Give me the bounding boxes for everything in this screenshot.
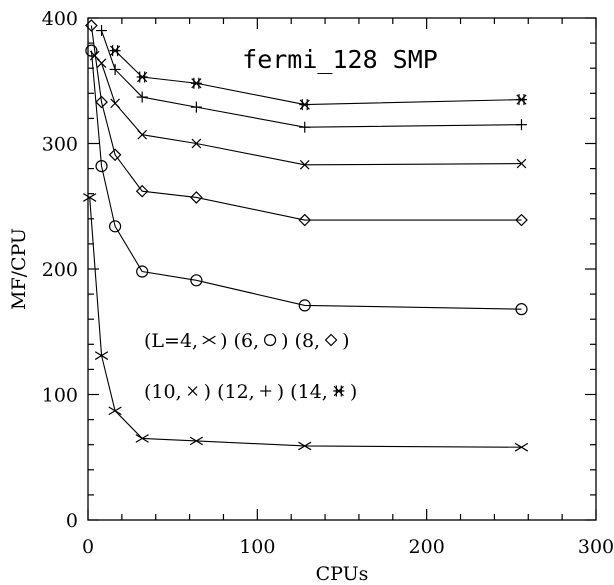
tick-labels: 0 100 200 300 0 100 200 300 400 [42, 8, 614, 558]
data-point-x [516, 158, 527, 169]
legend: (L=4, ) (6, ) (8,) (10, ) (12, ) (14,) [144, 330, 357, 403]
plot-frame [87, 17, 597, 521]
data-point-x [110, 98, 120, 109]
data-point-diamond [108, 148, 122, 162]
series-line [90, 25, 522, 221]
data-point-cross [514, 442, 529, 452]
data-point-circle [108, 220, 122, 233]
x-tick-label: 300 [578, 536, 614, 558]
data-point-cross [108, 406, 122, 416]
chart-title: fermi_128 SMP [242, 45, 438, 74]
data-point-x [191, 138, 202, 149]
data-point-circle [190, 274, 203, 287]
legend-marker-cross [202, 335, 216, 345]
legend-marker-star [333, 385, 345, 397]
series-plus [96, 25, 527, 133]
data-point-plus [515, 119, 527, 131]
series-line [89, 197, 522, 448]
x-axis-title: CPUs [316, 563, 369, 585]
data-point-star [299, 99, 311, 111]
legend-marker-diamond [324, 333, 338, 347]
series-line [101, 30, 522, 128]
legend-text: ) (6, [220, 330, 259, 352]
series-circle [85, 44, 528, 316]
data-point-circle [85, 44, 98, 57]
data-point-cross [189, 436, 204, 446]
legend-text: ) [342, 330, 349, 352]
legend-text: ) [350, 381, 357, 403]
series-diamond [85, 19, 528, 227]
x-tick-label: 100 [239, 536, 275, 558]
data-point-plus [190, 101, 202, 113]
data-point-cross [94, 351, 109, 360]
data-point-diamond [135, 184, 149, 198]
legend-marker-x [187, 386, 198, 396]
data-point-plus [109, 63, 121, 75]
legend-text: (10, [144, 381, 182, 403]
axis-ticks [87, 17, 597, 521]
data-point-star [515, 94, 527, 106]
legend-text: ) (12, [204, 381, 255, 403]
data-point-x [299, 160, 310, 170]
series-star [109, 45, 527, 111]
data-point-diamond [95, 95, 108, 109]
data-point-star [190, 77, 202, 89]
data-point-x [96, 58, 107, 69]
data-point-star [136, 71, 148, 83]
data-point-plus [96, 25, 108, 37]
data-point-x [137, 129, 148, 140]
data-point-cross [83, 193, 97, 202]
data-point-cross [298, 441, 312, 451]
y-tick-label: 400 [42, 8, 78, 30]
data-point-circle [298, 299, 311, 312]
data-point-cross [135, 434, 149, 443]
y-tick-label: 0 [66, 510, 78, 532]
y-axis-title: MF/CPU [8, 228, 30, 310]
y-tick-label: 300 [42, 134, 78, 156]
y-tick-label: 200 [42, 259, 78, 281]
y-tick-label: 100 [42, 385, 78, 407]
data-point-circle [136, 265, 149, 278]
data-point-plus [299, 121, 311, 133]
data-point-star [109, 45, 121, 57]
data-point-circle [95, 159, 108, 173]
series-cross [83, 193, 529, 452]
data-point-circle [515, 303, 528, 316]
legend-text: ) (8, [281, 330, 320, 352]
series-line [90, 50, 522, 310]
legend-marker-plus [260, 385, 272, 397]
legend-marker-circle [263, 333, 277, 347]
data-point-plus [136, 91, 148, 103]
x-tick-label: 0 [82, 536, 94, 558]
legend-text: (L=4, [144, 330, 198, 352]
series-x [89, 50, 527, 170]
data-point-diamond [298, 213, 312, 227]
data-point-diamond [515, 213, 528, 227]
series-layer [83, 19, 529, 452]
legend-text: ) (14, [277, 381, 328, 403]
data-point-diamond [190, 191, 203, 204]
x-tick-label: 200 [409, 536, 445, 558]
data-point-diamond [85, 19, 98, 32]
